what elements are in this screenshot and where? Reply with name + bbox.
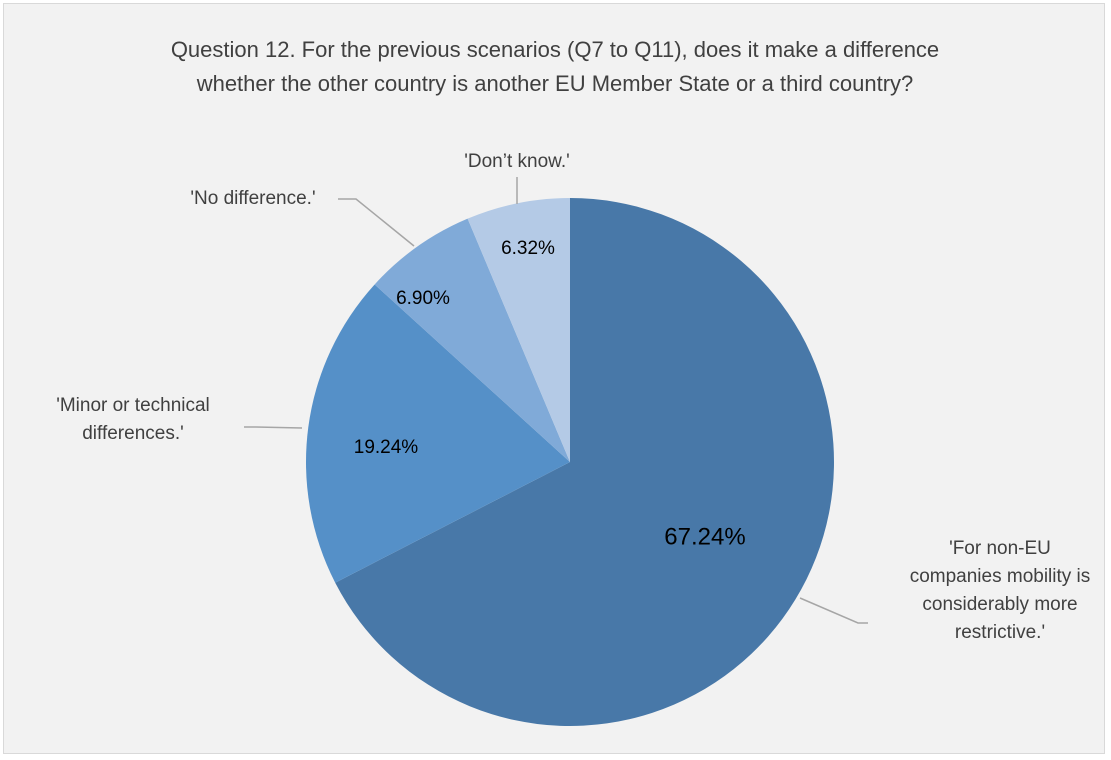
category-label-3-line-1: 'No difference.' bbox=[190, 188, 315, 209]
leader-line-3 bbox=[338, 198, 415, 247]
value-label-3: 6.90% bbox=[396, 288, 450, 309]
pie-slices bbox=[305, 198, 834, 727]
leader-line-1 bbox=[799, 597, 868, 624]
category-label-1-line-1: 'For non-EU bbox=[949, 538, 1051, 559]
pie-slice-1 bbox=[335, 198, 834, 727]
category-label-1-line-4: restrictive.' bbox=[955, 622, 1045, 643]
category-label-4-line-1: 'Don’t know.' bbox=[464, 151, 569, 172]
category-label-4: 'Don’t know.' bbox=[464, 151, 569, 172]
pie-slice-3 bbox=[374, 218, 570, 462]
chart-title-line-2: whether the other country is another EU … bbox=[196, 71, 914, 96]
pie-labels: 67.24% 'For non-EU companies mobility is co… bbox=[56, 151, 1090, 643]
category-label-1: 'For non-EU companies mobility is consider… bbox=[910, 538, 1091, 643]
value-label-4: 6.32% bbox=[501, 238, 555, 259]
category-label-2: 'Minor or technical differences.' bbox=[56, 395, 210, 444]
category-label-2-line-2: differences.' bbox=[82, 423, 184, 444]
chart-title-line-1: Question 12. For the previous scenarios … bbox=[170, 37, 940, 62]
value-label-1: 67.24% bbox=[664, 523, 745, 550]
category-label-3: 'No difference.' bbox=[190, 188, 315, 209]
leader-line-2 bbox=[244, 426, 303, 429]
chart-title: Question 12. For the previous scenarios … bbox=[4, 33, 1106, 101]
category-label-1-line-3: considerably more bbox=[922, 594, 1077, 615]
pie-slice-4 bbox=[467, 198, 570, 462]
category-label-1-line-2: companies mobility is bbox=[910, 566, 1091, 587]
value-label-2: 19.24% bbox=[354, 437, 419, 458]
category-label-2-line-1: 'Minor or technical bbox=[56, 395, 210, 416]
pie-slice-2 bbox=[305, 284, 570, 583]
